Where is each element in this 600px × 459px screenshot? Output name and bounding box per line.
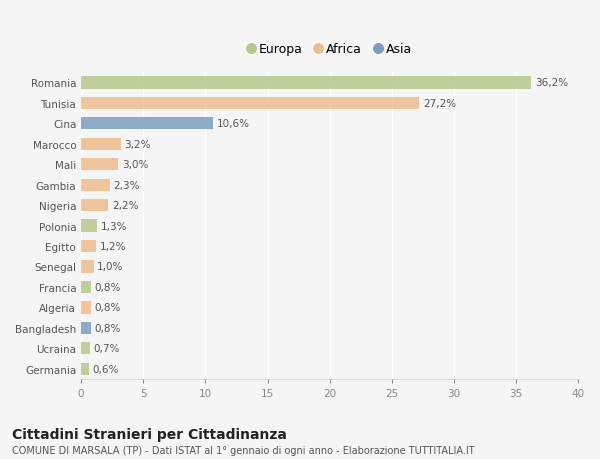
Text: 10,6%: 10,6% (217, 119, 250, 129)
Bar (81, 118, 213, 130)
Bar (81, 200, 109, 212)
Bar (81, 159, 118, 171)
Text: 0,8%: 0,8% (95, 282, 121, 292)
Text: 3,0%: 3,0% (122, 160, 149, 170)
Text: 0,7%: 0,7% (94, 343, 120, 353)
Bar (81, 138, 121, 151)
Bar (81, 97, 419, 110)
Text: 1,2%: 1,2% (100, 241, 126, 252)
Text: 0,6%: 0,6% (92, 364, 119, 374)
Bar (81, 179, 110, 191)
Text: 2,2%: 2,2% (112, 201, 139, 211)
Text: 27,2%: 27,2% (423, 99, 456, 109)
Bar (81, 302, 91, 314)
Text: 0,8%: 0,8% (95, 303, 121, 313)
Text: 36,2%: 36,2% (535, 78, 568, 88)
Legend: Europa, Africa, Asia: Europa, Africa, Asia (244, 39, 416, 60)
Bar (81, 281, 91, 293)
Text: Cittadini Stranieri per Cittadinanza: Cittadini Stranieri per Cittadinanza (12, 427, 287, 441)
Text: 1,3%: 1,3% (101, 221, 128, 231)
Bar (81, 363, 89, 375)
Bar (81, 220, 97, 232)
Bar (81, 322, 91, 334)
Bar (81, 342, 90, 355)
Bar (81, 77, 531, 90)
Text: COMUNE DI MARSALA (TP) - Dati ISTAT al 1° gennaio di ogni anno - Elaborazione TU: COMUNE DI MARSALA (TP) - Dati ISTAT al 1… (12, 445, 475, 455)
Text: 2,3%: 2,3% (113, 180, 140, 190)
Bar (81, 261, 94, 273)
Text: 0,8%: 0,8% (95, 323, 121, 333)
Bar (81, 241, 96, 252)
Text: 1,0%: 1,0% (97, 262, 124, 272)
Text: 3,2%: 3,2% (125, 140, 151, 150)
